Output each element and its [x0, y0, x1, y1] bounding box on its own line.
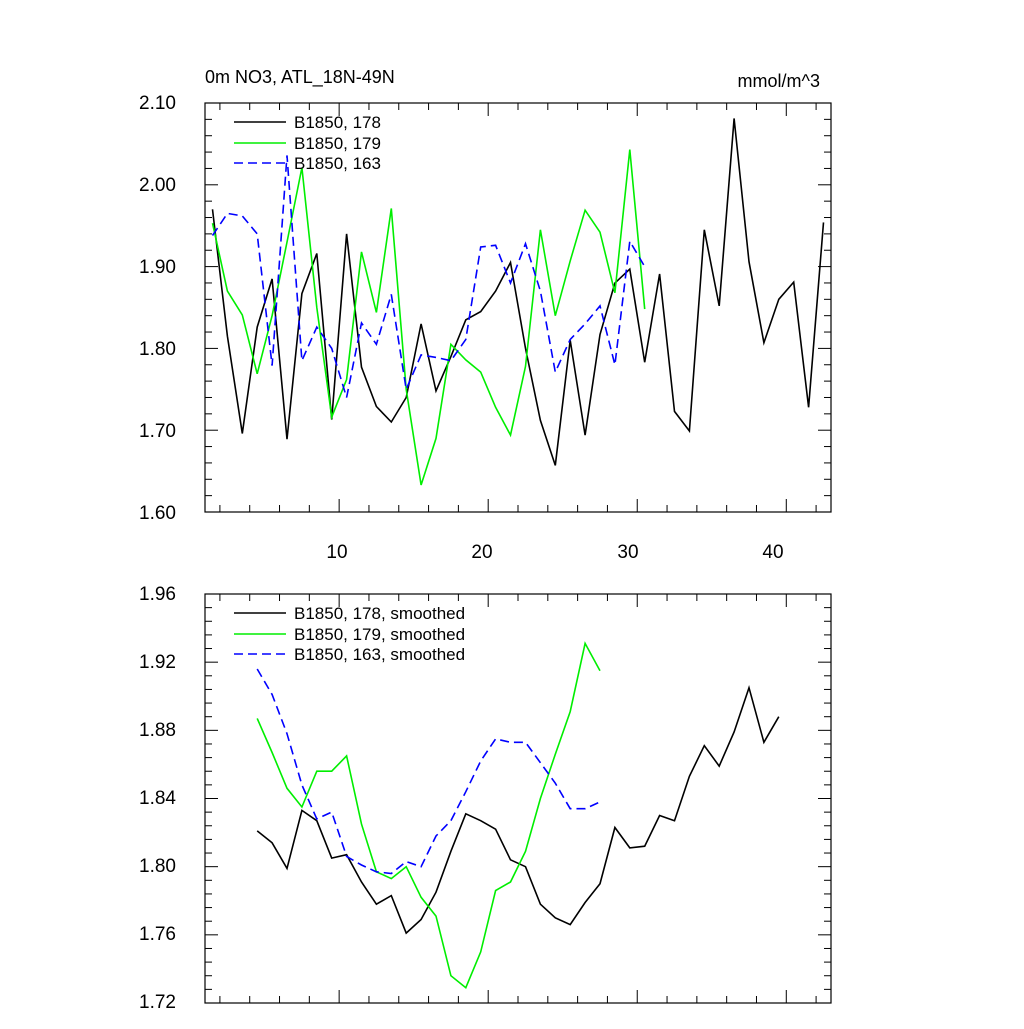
y-tick-label: 1.80	[139, 856, 176, 877]
x-tick-label: 40	[762, 542, 783, 563]
series-line-2	[256, 668, 601, 875]
top-panel-legend: B1850, 178 B1850, 179 B1850, 163	[234, 113, 381, 173]
top-panel-title: 0m NO3, ATL_18N-49N	[205, 67, 395, 88]
top-panel-series	[211, 118, 825, 486]
top-panel-y-tick-labels: 1.60 1.70 1.80 1.90 2.00 2.10	[139, 93, 176, 524]
top-panel-ticks	[205, 102, 831, 513]
series-line-2	[211, 155, 646, 398]
y-tick-label: 1.88	[139, 720, 176, 741]
top-panel-x-tick-labels: 10 20 30 40	[326, 542, 783, 563]
top-panel-frame	[204, 102, 832, 513]
legend-label: B1850, 163	[294, 154, 381, 173]
y-tick-label: 1.70	[139, 421, 176, 442]
bottom-panel: 1.72 1.76 1.80 1.84 1.88 1.92 1.96 B1850…	[139, 584, 832, 1013]
bottom-panel-legend: B1850, 178, smoothed B1850, 179, smoothe…	[234, 604, 465, 664]
legend-label: B1850, 179, smoothed	[294, 625, 465, 644]
y-tick-label: 1.84	[139, 788, 176, 809]
y-tick-label: 1.76	[139, 924, 176, 945]
y-tick-label: 1.92	[139, 652, 176, 673]
legend-label: B1850, 163, smoothed	[294, 645, 465, 664]
legend-label: B1850, 178	[294, 113, 381, 132]
bottom-panel-frame	[204, 593, 832, 1004]
y-tick-label: 1.90	[139, 257, 176, 278]
series-line-1	[256, 641, 601, 989]
y-tick-label: 1.80	[139, 339, 176, 360]
legend-label: B1850, 179	[294, 134, 381, 153]
top-panel: 0m NO3, ATL_18N-49N mmol/m^3 1.60 1.70 1…	[139, 67, 832, 563]
legend-label: B1850, 178, smoothed	[294, 604, 465, 623]
bottom-panel-series	[256, 641, 780, 989]
y-tick-label: 1.72	[139, 992, 176, 1013]
y-tick-label: 1.60	[139, 503, 176, 524]
x-tick-label: 10	[326, 542, 347, 563]
y-tick-label: 2.10	[139, 93, 176, 114]
y-tick-label: 1.96	[139, 584, 176, 605]
bottom-panel-y-tick-labels: 1.72 1.76 1.80 1.84 1.88 1.92 1.96	[139, 584, 176, 1013]
series-line-1	[211, 149, 646, 486]
top-panel-units: mmol/m^3	[738, 71, 820, 91]
series-line-0	[256, 684, 780, 935]
x-tick-label: 20	[471, 542, 492, 563]
series-line-0	[211, 118, 825, 466]
y-tick-label: 2.00	[139, 175, 176, 196]
x-tick-label: 30	[617, 542, 638, 563]
